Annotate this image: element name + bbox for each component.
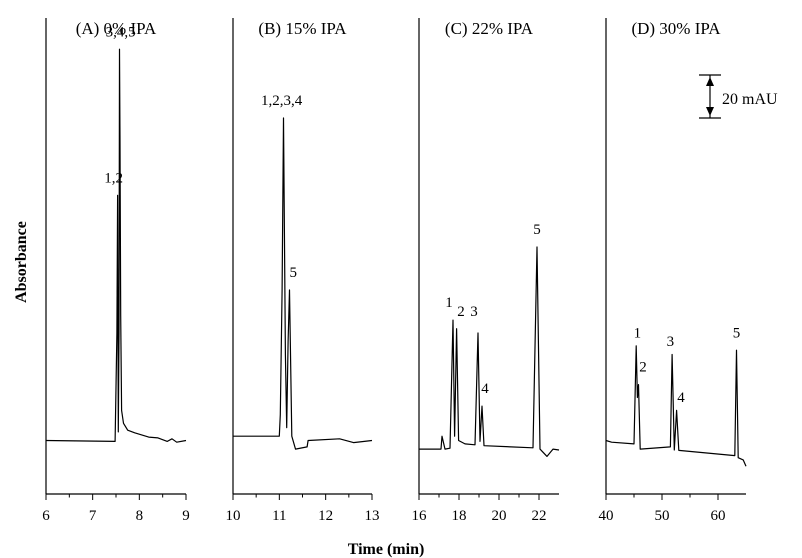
scale-bar-arrow-up <box>706 77 714 86</box>
scale-bar-label: 20 mAU <box>722 91 778 108</box>
panel-title: (B) 15% IPA <box>258 19 347 38</box>
x-tick-label: 20 <box>492 508 507 524</box>
x-tick-label: 16 <box>412 508 428 524</box>
x-axis-title: Time (min) <box>348 541 425 558</box>
peak-label: 5 <box>289 265 297 281</box>
x-tick-label: 7 <box>89 508 97 524</box>
x-tick-label: 8 <box>136 508 144 524</box>
x-tick-label: 12 <box>318 508 333 524</box>
panel-title: (A) 0% IPA <box>76 19 157 38</box>
peak-label: 4 <box>677 390 685 406</box>
peak-label: 4 <box>481 381 489 397</box>
peak-label: 3 <box>667 334 675 350</box>
chromatogram-trace <box>419 246 560 457</box>
x-tick-label: 40 <box>599 508 614 524</box>
peak-label: 3 <box>470 304 478 320</box>
peak-label: 1,2,3,4 <box>261 93 303 109</box>
peak-label: 3,4,5 <box>106 24 136 40</box>
x-tick-label: 13 <box>365 508 380 524</box>
peak-label: 1 <box>445 295 453 311</box>
peak-label: 5 <box>733 325 741 341</box>
panel-title: (D) 30% IPA <box>631 19 721 38</box>
panel-3: 16 18 20 22 (C) 22% IPA 12 3 4 5 <box>412 18 560 524</box>
chromatogram-trace <box>233 117 373 450</box>
x-tick-label: 50 <box>655 508 670 524</box>
peak-label: 1,2 <box>104 171 123 187</box>
scale-bar-arrow-down <box>706 107 714 116</box>
x-tick-label: 10 <box>226 508 241 524</box>
x-tick-label: 18 <box>452 508 467 524</box>
x-tick-label: 11 <box>272 508 286 524</box>
chromatogram-trace <box>45 48 187 443</box>
x-tick-label: 22 <box>532 508 547 524</box>
y-axis-title: Absorbance <box>13 221 30 303</box>
x-tick-label: 6 <box>42 508 50 524</box>
panel-title: (C) 22% IPA <box>445 19 534 38</box>
scale-bar: 20 mAU <box>699 74 778 119</box>
panel-2: 10 11 12 13 (B) 15% IPA 1,2,3,4 5 <box>226 18 380 524</box>
chromatogram-trace <box>605 345 747 467</box>
peak-label: 1 <box>634 325 642 341</box>
peak-label: 5 <box>533 222 541 238</box>
peak-label: 2 <box>457 304 465 320</box>
panel-4: 40 50 60 (D) 30% IPA 1 2 3 4 5 <box>599 18 747 524</box>
peak-label: 2 <box>639 360 647 376</box>
x-tick-label: 60 <box>711 508 726 524</box>
x-tick-label: 9 <box>182 508 190 524</box>
